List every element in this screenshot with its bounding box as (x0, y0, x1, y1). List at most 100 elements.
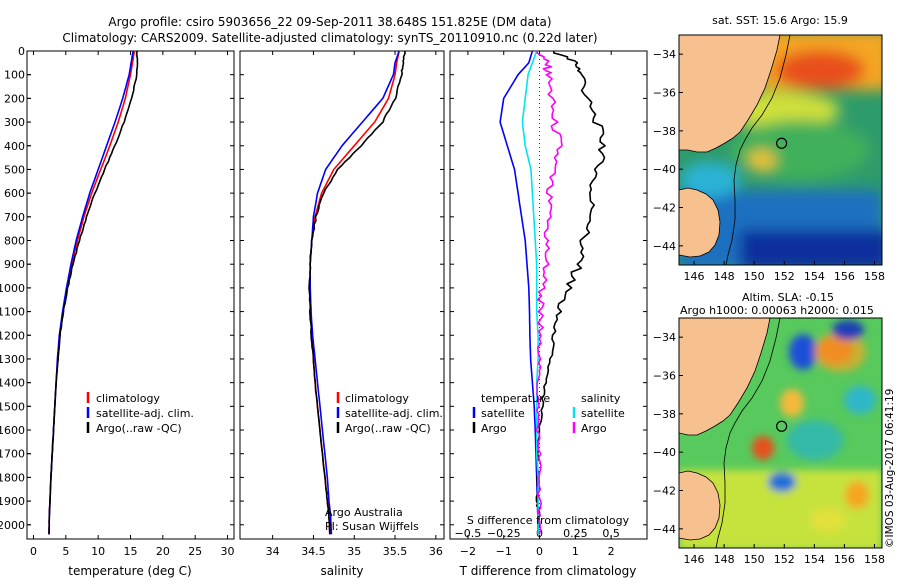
salinity-series-satellite-adj-clim- (309, 51, 400, 535)
sla-mainland (679, 318, 771, 436)
sst-warm-eddy (748, 150, 776, 170)
sla-shelf-contour (715, 318, 781, 548)
sla-title-2: Argo h1000: 0.00063 h2000: 0.015 (680, 304, 874, 317)
temperature-panel: 0 5 10 15 20 25 30 temperature (deg C) climato… (27, 50, 235, 578)
sst-lat-label: −42 (653, 202, 676, 215)
temperature-xtick-label: 20 (156, 545, 170, 558)
sal-legend-climatology: climatology (345, 392, 409, 405)
sst-float-marker (776, 137, 788, 149)
imos-credit: ©IMOS 03-Aug-2017 06:41:19 (884, 389, 896, 548)
depth-axis: 0 100 200 300 400 500 600 700 800 900 1000 1100 1200… (0, 45, 31, 532)
sst-lon-label: 154 (804, 270, 825, 283)
depth-tick-label: 1700 (0, 448, 25, 461)
depth-tick-label: 400 (4, 140, 25, 153)
t-difference-xlabel: T difference from climatology (459, 564, 637, 578)
sla-lon-label: 150 (744, 553, 765, 566)
sst-lat-label: −44 (653, 240, 676, 253)
temperature-panel-frame (26, 50, 235, 540)
sal-legend-argo: Argo(..raw -QC) (345, 422, 431, 435)
sla-lon-label: 156 (834, 553, 855, 566)
s-diff-tick-label: −0.5 (455, 527, 482, 540)
difference-series-s-satellite (521, 51, 539, 535)
sla-red-eddy-2 (752, 436, 774, 460)
sla-lon-label: 154 (804, 553, 825, 566)
sst-lat-label: −38 (653, 125, 676, 138)
sla-blue-eddy-3 (768, 472, 796, 492)
temperature-xlabel: temperature (deg C) (68, 564, 191, 578)
depth-tick-label: 1200 (0, 329, 25, 342)
temperature-series-satellite-adj-clim- (48, 51, 134, 535)
sst-lat-label: −34 (653, 48, 676, 61)
sla-orange-eddy-2 (780, 389, 804, 417)
sst-lon-label: 158 (864, 270, 885, 283)
sla-blue-eddy-2 (832, 320, 864, 340)
depth-tick-label: 200 (4, 92, 25, 105)
difference-series-t-satellite (499, 51, 539, 535)
depth-tick-label: 1600 (0, 424, 25, 437)
depth-tick-label: 1500 (0, 400, 25, 413)
temperature-xtick-label: 5 (62, 545, 69, 558)
difference-panel-frame (449, 50, 648, 540)
sst-map-frame (678, 34, 883, 266)
depth-tick-label: 700 (4, 211, 25, 224)
sla-float-marker (776, 420, 788, 432)
salinity-series-argo-raw-qc- (308, 51, 406, 535)
sla-lat-label: −34 (653, 331, 676, 344)
difference-xtick-label: −1 (496, 545, 512, 558)
sla-lat-label: −44 (653, 523, 676, 536)
depth-tick-label: 1900 (0, 495, 25, 508)
header-line2: Climatology: CARS2009. Satellite-adjuste… (62, 31, 597, 45)
salinity-panel-frame (239, 50, 445, 540)
difference-xtick-label: 2 (608, 545, 615, 558)
sla-cyan-patch-2 (787, 420, 843, 460)
temp-legend-argo: Argo(..raw -QC) (96, 422, 182, 435)
legend-salinity-title: salinity (581, 392, 621, 405)
sla-cyan-eddy-1 (844, 386, 876, 414)
sla-lon-label: 146 (684, 553, 705, 566)
sla-lat-label: −38 (653, 408, 676, 421)
sst-map-title: sat. SST: 15.6 Argo: 15.9 (712, 14, 848, 27)
sst-lat-label: −40 (653, 163, 676, 176)
sal-legend-satellite: satellite-adj. clim. (345, 407, 443, 420)
temperature-series-climatology (48, 51, 136, 535)
s-difference-label: S difference from climatology (467, 514, 630, 527)
s-diff-tick-label: 0.25 (563, 527, 588, 540)
temperature-xtick-label: 15 (124, 545, 138, 558)
sla-lon-label: 158 (864, 553, 885, 566)
difference-legend: temperature salinity satellite Argo sate… (472, 392, 625, 435)
sst-hot-core (775, 50, 865, 90)
salinity-xtick-label: 34.5 (301, 545, 326, 558)
sla-orange-eddy-3 (845, 481, 869, 509)
s-diff-tick-label: −0.25 (487, 527, 521, 540)
sla-lon-label: 152 (774, 553, 795, 566)
legend-s-sat: satellite (581, 407, 625, 420)
legend-s-argo: Argo (581, 422, 607, 435)
salinity-xtick-label: 35 (347, 545, 361, 558)
depth-tick-label: 100 (4, 69, 25, 82)
depth-tick-label: 600 (4, 187, 25, 200)
salinity-xtick-label: 34 (266, 545, 280, 558)
sst-lon-label: 152 (774, 270, 795, 283)
temp-legend-climatology: climatology (96, 392, 160, 405)
temperature-xtick-label: 10 (91, 545, 105, 558)
sla-lat-label: −40 (653, 446, 676, 459)
sla-tasmania (679, 470, 721, 541)
depth-tick-label: 1400 (0, 377, 25, 390)
legend-t-sat: satellite (481, 407, 525, 420)
depth-tick-label: 1100 (0, 306, 25, 319)
salinity-xtick-label: 35.5 (383, 545, 408, 558)
difference-xtick-label: 0 (536, 545, 543, 558)
sst-mainland (679, 35, 781, 153)
difference-xtick-label: −2 (460, 545, 476, 558)
sla-lat-label: −42 (653, 485, 676, 498)
sla-yellow-eddy (810, 508, 846, 532)
pi-label: PI: Susan Wijffels (325, 520, 419, 533)
salinity-panel: 34 34.5 35 35.5 36 salinity climatology sate… (240, 50, 444, 578)
header-line1: Argo profile: csiro 5903656_22 09-Sep-20… (108, 15, 551, 29)
depth-tick-label: 300 (4, 116, 25, 129)
sst-lat-label: −36 (653, 87, 676, 100)
sst-lon-label: 148 (714, 270, 735, 283)
sla-lon-label: 148 (714, 553, 735, 566)
salinity-xlabel: salinity (320, 564, 363, 578)
